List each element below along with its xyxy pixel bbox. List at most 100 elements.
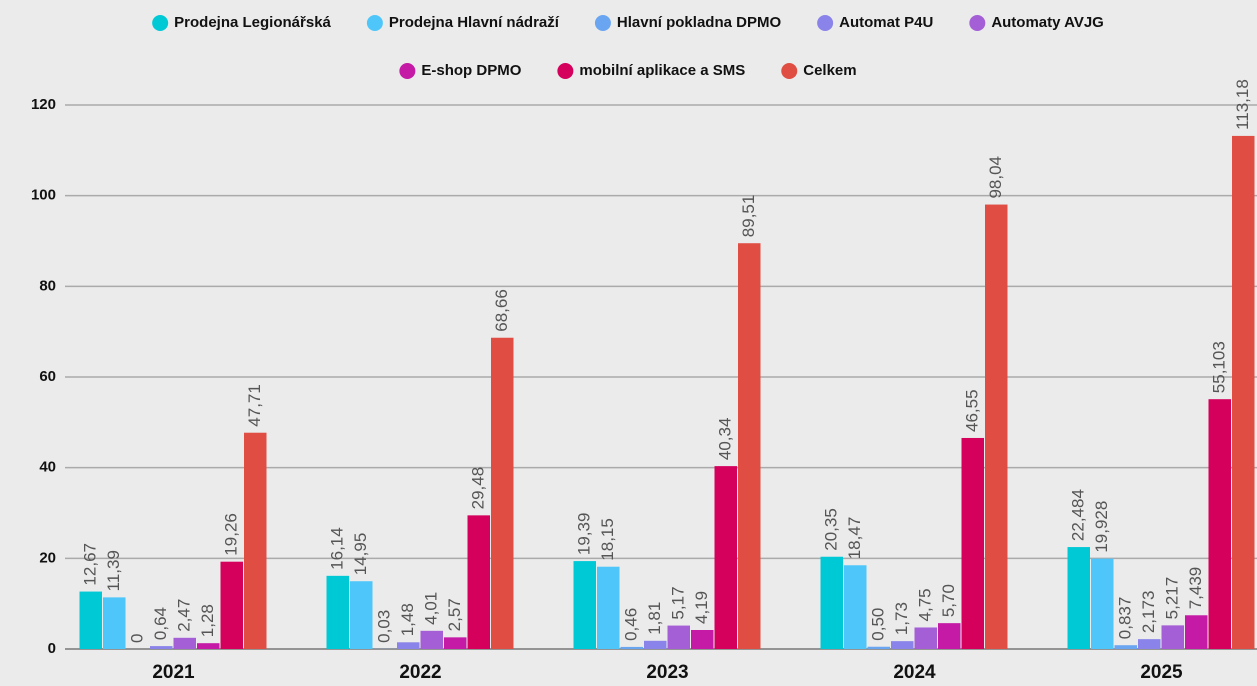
bar — [867, 646, 890, 649]
value-label: 1,81 — [645, 602, 664, 635]
y-tick-label: 0 — [48, 640, 56, 657]
value-label: 4,75 — [916, 588, 935, 621]
bar — [1185, 615, 1208, 649]
legend-swatch — [781, 63, 798, 79]
value-label: 19,928 — [1092, 501, 1111, 553]
bar — [350, 581, 373, 649]
y-tick-label: 20 — [39, 549, 56, 566]
bar — [173, 637, 196, 649]
value-label: 0,50 — [869, 608, 888, 641]
bar — [985, 204, 1008, 649]
value-label: 2,173 — [1139, 591, 1158, 634]
value-label: 7,439 — [1186, 567, 1205, 610]
value-label: 5,217 — [1163, 577, 1182, 620]
bar — [326, 575, 349, 649]
bar — [150, 646, 173, 649]
value-label: 5,70 — [939, 584, 958, 617]
bar — [79, 591, 102, 649]
bar — [620, 646, 643, 649]
value-label: 46,55 — [963, 389, 982, 432]
bar — [961, 437, 984, 649]
x-tick-label: 2022 — [399, 662, 441, 683]
bar — [667, 625, 690, 649]
value-label: 4,01 — [422, 592, 441, 625]
value-label: 2,57 — [445, 598, 464, 631]
bar — [714, 466, 737, 649]
bar — [1114, 645, 1137, 649]
value-label: 1,73 — [892, 602, 911, 635]
bar — [444, 637, 467, 649]
value-label: 89,51 — [739, 195, 758, 238]
legend-label: E-shop DPMO — [421, 62, 521, 79]
legend-label: Celkem — [803, 62, 856, 79]
y-tick-label: 60 — [39, 368, 56, 385]
legend-swatch — [594, 15, 611, 31]
bar — [220, 561, 243, 649]
bar — [197, 643, 220, 649]
value-label: 98,04 — [986, 156, 1005, 199]
x-tick-label: 2021 — [152, 662, 195, 683]
x-tick-label: 2024 — [893, 662, 936, 683]
value-label: 20,35 — [822, 508, 841, 551]
legend-label: Prodejna Hlavní nádraží — [389, 14, 560, 31]
y-tick-label: 80 — [39, 277, 56, 294]
bar — [1232, 135, 1255, 649]
legend-swatch — [152, 15, 169, 31]
x-tick-label: 2025 — [1140, 662, 1183, 683]
y-tick-label: 120 — [31, 96, 56, 113]
value-label: 40,34 — [716, 418, 735, 461]
legend-swatch — [817, 15, 834, 31]
legend-label: Automaty AVJG — [991, 14, 1104, 31]
bar — [1067, 547, 1090, 649]
bar — [820, 556, 843, 649]
bar — [1138, 639, 1161, 649]
bar — [914, 627, 937, 649]
bar — [397, 642, 420, 649]
value-label: 0,46 — [622, 608, 641, 641]
bar — [844, 565, 867, 649]
bar — [244, 432, 267, 649]
value-label: 14,95 — [351, 533, 370, 576]
value-label: 47,71 — [245, 384, 264, 427]
value-label: 68,66 — [492, 289, 511, 332]
bar — [467, 515, 490, 649]
value-label: 12,67 — [81, 543, 100, 586]
value-label: 2,47 — [175, 599, 194, 632]
value-label: 19,26 — [222, 513, 241, 556]
bar — [1161, 625, 1184, 649]
bar — [891, 641, 914, 649]
y-tick-label: 100 — [31, 187, 56, 204]
bar — [491, 337, 514, 649]
value-label: 0,03 — [375, 610, 394, 643]
bar — [573, 561, 596, 649]
bar — [420, 630, 443, 649]
bar — [938, 623, 961, 649]
value-label: 22,484 — [1069, 489, 1088, 541]
legend-label: Automat P4U — [839, 14, 933, 31]
value-label: 1,48 — [398, 603, 417, 636]
value-label: 19,39 — [575, 513, 594, 556]
value-label: 5,17 — [669, 586, 688, 619]
legend-label: Hlavní pokladna DPMO — [617, 14, 782, 31]
bar — [691, 630, 714, 649]
y-tick-label: 40 — [39, 459, 56, 476]
value-label: 11,39 — [104, 550, 123, 591]
legend-swatch — [557, 63, 574, 79]
value-label: 0 — [128, 634, 147, 643]
value-label: 16,14 — [328, 527, 347, 570]
value-label: 1,28 — [198, 604, 217, 637]
legend-label: mobilní aplikace a SMS — [579, 62, 745, 79]
value-label: 113,18 — [1233, 79, 1252, 130]
bar — [644, 640, 667, 649]
bar — [597, 566, 620, 649]
legend-swatch — [366, 15, 383, 31]
bar — [1208, 399, 1231, 649]
value-label: 4,19 — [692, 591, 711, 624]
value-label: 0,837 — [1116, 597, 1135, 640]
value-label: 18,47 — [845, 517, 864, 560]
value-label: 18,15 — [598, 518, 617, 561]
value-label: 0,64 — [151, 607, 170, 640]
x-tick-label: 2023 — [646, 662, 688, 683]
value-label: 55,103 — [1210, 341, 1229, 393]
